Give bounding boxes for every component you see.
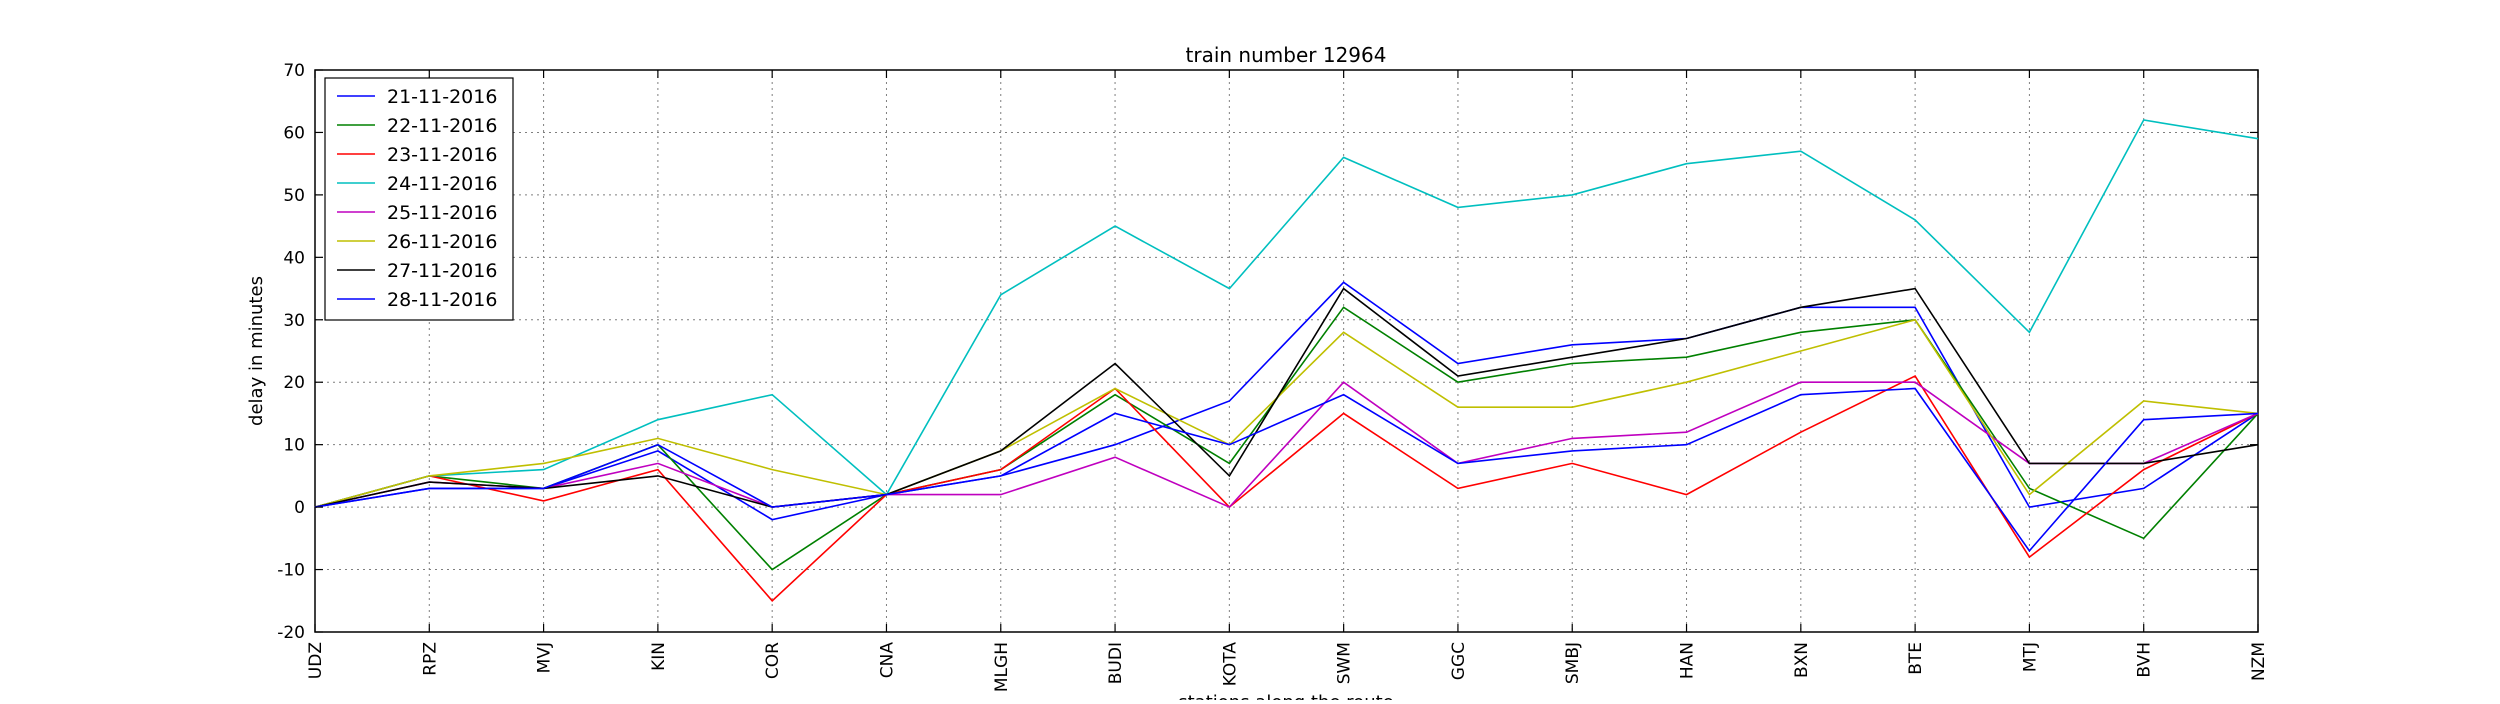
x-tick-label: KIN: [649, 642, 669, 671]
grid: [315, 69, 2258, 633]
y-tick-label: -10: [277, 561, 305, 581]
y-tick-label: 70: [283, 61, 305, 81]
y-tick-label: 60: [283, 123, 305, 143]
series-line-21-11-2016: [314, 281, 2259, 521]
plot-area: [314, 69, 2259, 633]
x-tick-label: BTE: [1906, 642, 1926, 675]
y-tick-label: 0: [294, 498, 305, 518]
x-axis-label: stations along the route: [1178, 692, 1393, 700]
series-line-24-11-2016: [314, 119, 2259, 508]
x-tick-label: CNA: [877, 642, 897, 679]
x-tick-label: MTJ: [2020, 642, 2040, 672]
x-tick-label: UDZ: [306, 642, 326, 679]
x-tick-label: NZM: [2249, 642, 2269, 681]
x-tick-label: BXN: [1792, 642, 1812, 678]
legend: 21-11-2016 22-11-2016 23-11-2016 24-11-2016…: [324, 77, 514, 321]
x-axis-ticks: UDZ RPZ MVJ KIN COR CNA MLGH BUDI KOTA SWM GGC SMBJ…: [306, 70, 2269, 692]
y-axis-ticks: -20 -10 0 10 20 30 40 50 60 70: [277, 61, 2258, 643]
y-tick-label: 20: [283, 373, 305, 393]
x-tick-label: BVH: [2135, 642, 2155, 678]
series-line-27-11-2016: [314, 287, 2259, 508]
series-line-22-11-2016: [314, 306, 2259, 571]
series-line-23-11-2016: [314, 374, 2259, 602]
x-tick-label: KOTA: [1220, 642, 1240, 687]
y-tick-label: 10: [283, 436, 305, 456]
x-tick-label: SWM: [1335, 642, 1355, 684]
x-tick-label: HAN: [1678, 642, 1698, 679]
x-tick-label: BUDI: [1106, 642, 1126, 684]
y-axis-label: delay in minutes: [246, 276, 267, 426]
series-line-25-11-2016: [314, 381, 2259, 509]
x-tick-label: SMBJ: [1563, 642, 1583, 684]
legend-label: 25-11-2016: [387, 202, 497, 224]
series-line-26-11-2016: [314, 318, 2259, 508]
x-tick-label: COR: [763, 642, 783, 679]
legend-label: 27-11-2016: [387, 260, 497, 282]
x-tick-label: RPZ: [420, 642, 440, 676]
chart-title: train number 12964: [1186, 43, 1387, 67]
y-tick-label: 30: [283, 311, 305, 331]
y-tick-label: 40: [283, 248, 305, 268]
x-tick-label: MLGH: [992, 642, 1012, 692]
legend-box: [324, 77, 514, 321]
x-tick-label: GGC: [1449, 642, 1469, 680]
y-tick-label: -20: [277, 623, 305, 643]
series-line-28-11-2016: [314, 387, 2259, 553]
y-tick-label: 50: [283, 186, 305, 206]
legend-label: 23-11-2016: [387, 144, 497, 166]
legend-label: 21-11-2016: [387, 86, 497, 108]
series-group: [314, 119, 2259, 602]
x-tick-label: MVJ: [535, 642, 555, 673]
legend-label: 24-11-2016: [387, 173, 497, 195]
legend-label: 28-11-2016: [387, 289, 497, 311]
legend-label: 26-11-2016: [387, 231, 497, 253]
legend-label: 22-11-2016: [387, 115, 497, 137]
